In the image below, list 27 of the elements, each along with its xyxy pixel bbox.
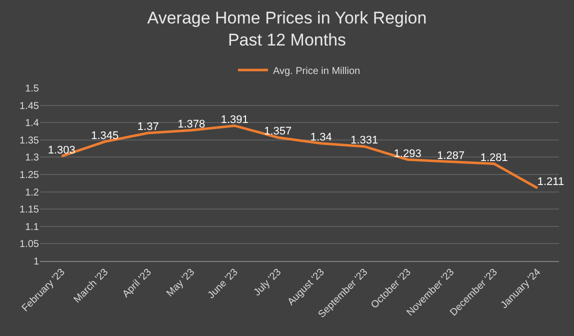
data-label: 1.357 [264, 126, 292, 138]
chart-title: Average Home Prices in York Region Past 12 Months [147, 8, 427, 50]
x-tick-label: July '23 [252, 266, 284, 298]
y-tick-label: 1.2 [25, 187, 40, 198]
data-label: 1.378 [178, 118, 206, 130]
y-tick-label: 1.5 [25, 84, 40, 94]
y-tick-label: 1.4 [25, 118, 40, 130]
x-tick-label: May '23 [164, 266, 198, 300]
data-label: 1.391 [220, 114, 248, 126]
y-tick-label: 1.3 [25, 152, 40, 164]
data-label: 1.281 [480, 152, 508, 164]
y-tick-label: 1 [33, 256, 40, 268]
y-tick-label: 1.15 [20, 204, 40, 216]
data-label: 1.293 [394, 148, 422, 160]
data-label: 1.331 [350, 134, 378, 147]
data-label: 1.345 [91, 130, 119, 142]
y-tick-label: 1.25 [20, 170, 40, 181]
data-label: 1.34 [310, 132, 332, 144]
data-label: 1.287 [437, 150, 465, 162]
data-label: 1.211 [537, 176, 564, 188]
y-tick-label: 1.05 [20, 239, 40, 250]
y-tick-label: 1.35 [20, 135, 40, 146]
y-tick-label: 1.45 [20, 100, 40, 112]
data-label: 1.303 [48, 144, 76, 156]
y-tick-label: 1.1 [25, 222, 40, 233]
legend-label: Avg. Price in Million [273, 66, 360, 77]
data-label: 1.37 [137, 121, 159, 134]
